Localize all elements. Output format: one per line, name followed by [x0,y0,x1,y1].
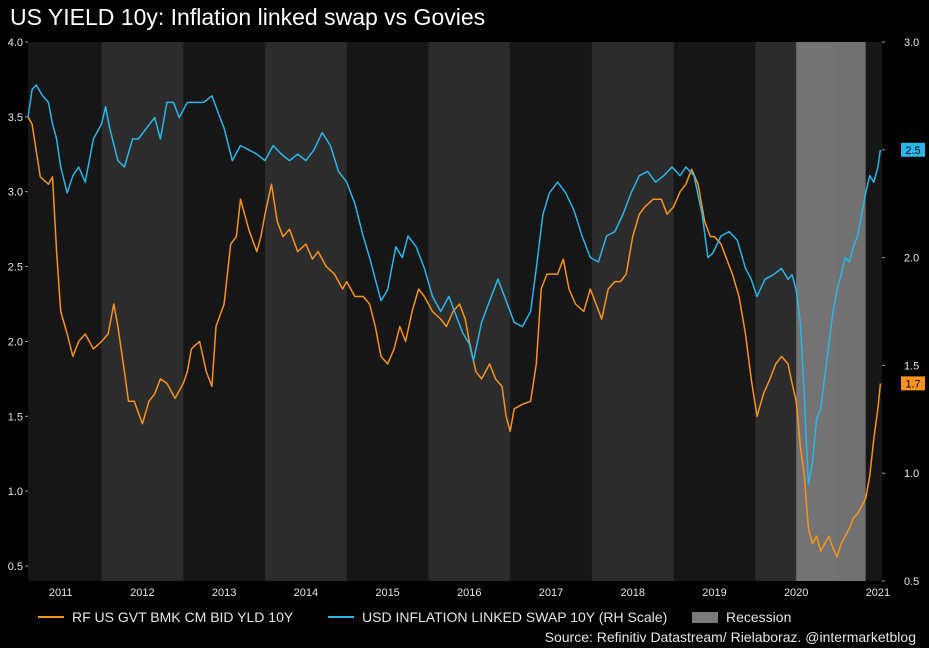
recession-shading [796,42,866,581]
right-tick-label: 0.5 [904,576,919,588]
x-tick-label: 2017 [539,587,563,599]
chart-title: US YIELD 10y: Inflation linked swap vs G… [10,4,486,30]
right-tick-label: 3.0 [904,37,919,49]
legend-item-recession: Recession [692,608,791,626]
x-tick-label: 2011 [49,587,73,599]
source-note: Source: Refinitiv Datastream/ Rielaboraz… [544,629,916,645]
left-tick-label: 1.5 [8,411,23,423]
plot-band [101,42,184,581]
last-value-badge [901,142,925,157]
x-tick-label: 2013 [212,587,236,599]
last-value-label: 2.5 [905,145,920,157]
x-tick-label: 2020 [784,587,808,599]
last-value-labels: 1.7 2.5 [901,142,925,391]
legend-swatch-govt [38,616,64,618]
last-value-label: 1.7 [905,378,920,390]
x-tick-label: 2015 [375,587,399,599]
x-tick-label: 2019 [702,587,726,599]
series-lines [27,84,882,558]
x-tick-label: 2021 [866,587,890,599]
legend-item-govt: RF US GVT BMK CM BID YLD 10Y [38,608,293,626]
left-axis: 0.5 1.0 1.5 2.0 2.5 3.0 3.5 4.0 [8,37,28,573]
plot-band [428,42,511,581]
left-tick-label: 2.5 [8,262,23,274]
x-tick-label: 2016 [457,587,481,599]
x-tick-label: 2012 [130,587,154,599]
govt-series-line [27,116,882,558]
legend-swatch-recession [692,611,718,623]
left-tick-label: 3.0 [8,187,23,199]
legend-swatch-swap [328,616,354,618]
right-tick-label: 1.0 [904,468,919,480]
legend-label-govt: RF US GVT BMK CM BID YLD 10Y [72,609,294,625]
left-tick-label: 0.5 [8,561,23,573]
legend-item-swap: USD INFLATION LINKED SWAP 10Y (RH Scale) [328,608,667,626]
swap-series-line [27,84,882,485]
x-tick-label: 2014 [294,587,318,599]
left-tick-label: 1.0 [8,486,23,498]
x-tick-label: 2018 [621,587,645,599]
plot-band [264,42,347,581]
legend-label-recession: Recession [726,609,792,625]
plot-band [591,42,674,581]
right-tick-label: 1.5 [904,360,919,372]
right-tick-label: 2.0 [904,253,919,265]
left-tick-label: 2.0 [8,336,23,348]
last-value-badge [901,376,925,391]
legend-label-swap: USD INFLATION LINKED SWAP 10Y (RH Scale) [362,609,668,625]
x-axis: 2011 2012 2013 2014 2015 2016 2017 2018 2019 2020… [49,587,890,599]
right-axis: 0.5 1.0 1.5 2.0 2.5 3.0 [882,37,919,588]
left-tick-label: 3.5 [8,112,23,124]
recession-band [796,42,866,581]
left-tick-label: 4.0 [8,37,23,49]
